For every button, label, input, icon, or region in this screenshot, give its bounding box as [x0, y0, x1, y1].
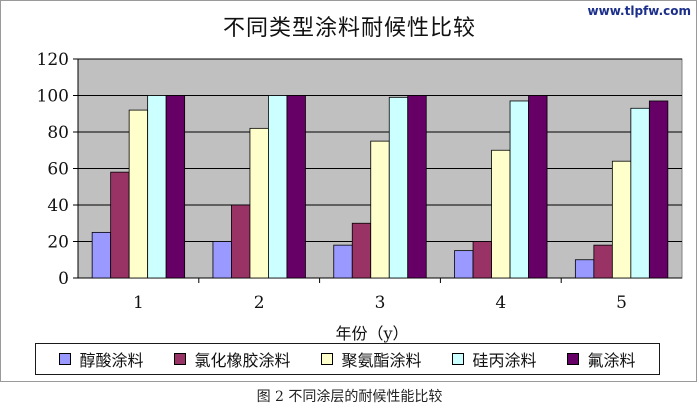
y-tick-label: 40	[47, 196, 69, 216]
legend-swatch	[59, 353, 72, 365]
chart-legend: 醇酸涂料 氯化橡胶涂料 聚氨酯涂料 硅丙涂料 氟涂料	[35, 343, 660, 375]
legend-swatch	[321, 353, 334, 365]
x-tick-label: 5	[616, 293, 627, 313]
bar	[370, 140, 390, 279]
x-tick-label: 4	[495, 293, 506, 313]
x-tick-label: 2	[254, 293, 265, 313]
bar	[407, 95, 427, 279]
legend-item: 醇酸涂料	[59, 347, 144, 371]
bar	[286, 95, 306, 279]
legend-label: 硅丙涂料	[472, 351, 537, 370]
bar	[212, 241, 232, 279]
bar	[249, 127, 269, 279]
y-tick-label: 80	[47, 123, 69, 143]
bar	[147, 95, 167, 279]
bar	[165, 95, 186, 279]
bar	[231, 204, 251, 279]
legend-label: 醇酸涂料	[79, 351, 144, 370]
chart-title: 不同类型涂料耐候性比较	[222, 16, 476, 41]
bar	[528, 95, 548, 279]
legend-item: 氟涂料	[567, 347, 636, 371]
bar	[388, 96, 409, 279]
bar-chart: 0 20 40 60 80 100 120 1 2 3 4 5 年份（y）	[37, 50, 683, 343]
legend-swatch	[567, 353, 580, 365]
figure-caption: 图 2 不同涂层的耐候性能比较	[256, 389, 443, 405]
legend-item: 氯化橡胶涂料	[174, 347, 291, 371]
bar	[593, 244, 613, 279]
legend-swatch	[174, 353, 187, 365]
y-tick-label: 20	[47, 233, 69, 253]
legend-label: 聚氨酯涂料	[341, 351, 422, 370]
bar	[128, 109, 149, 279]
watermark: www.tlpfw.com	[587, 4, 691, 18]
y-tick-label: 120	[37, 50, 69, 70]
y-tick-label: 60	[47, 160, 69, 180]
bar	[472, 241, 492, 279]
legend-label: 氟涂料	[587, 351, 636, 370]
bar	[611, 160, 632, 279]
x-axis-label: 年份（y）	[335, 324, 408, 343]
bar	[91, 231, 112, 279]
legend-item: 硅丙涂料	[452, 347, 537, 371]
legend-swatch	[452, 353, 465, 365]
bar	[268, 95, 288, 279]
y-tick-label: 100	[37, 87, 69, 107]
bar	[351, 222, 372, 279]
bar	[574, 259, 595, 279]
bar	[491, 149, 511, 279]
x-tick-label: 3	[375, 293, 386, 313]
x-tick-label: 1	[133, 293, 144, 313]
bar	[630, 107, 650, 279]
bar	[509, 100, 529, 279]
y-tick-label: 0	[58, 269, 69, 289]
legend-item: 聚氨酯涂料	[321, 347, 422, 371]
legend-label: 氯化橡胶涂料	[194, 351, 291, 370]
bar	[648, 100, 669, 279]
bar	[110, 171, 130, 279]
bar	[454, 250, 474, 279]
bar	[333, 244, 353, 279]
